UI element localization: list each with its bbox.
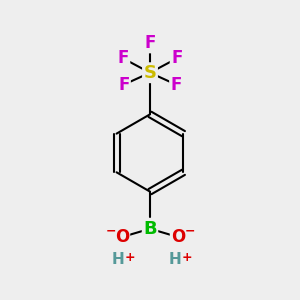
Text: O: O xyxy=(171,228,185,246)
Text: F: F xyxy=(170,76,182,94)
Text: F: F xyxy=(171,50,182,68)
Text: −: − xyxy=(106,224,117,237)
Text: H: H xyxy=(112,252,124,267)
Text: F: F xyxy=(118,50,129,68)
Text: F: F xyxy=(144,34,156,52)
Text: H: H xyxy=(168,252,181,267)
Text: −: − xyxy=(184,224,195,237)
Text: +: + xyxy=(125,251,135,264)
Text: +: + xyxy=(181,251,192,264)
Text: S: S xyxy=(143,64,157,82)
Text: F: F xyxy=(118,76,130,94)
Text: B: B xyxy=(143,220,157,238)
Text: O: O xyxy=(115,228,129,246)
